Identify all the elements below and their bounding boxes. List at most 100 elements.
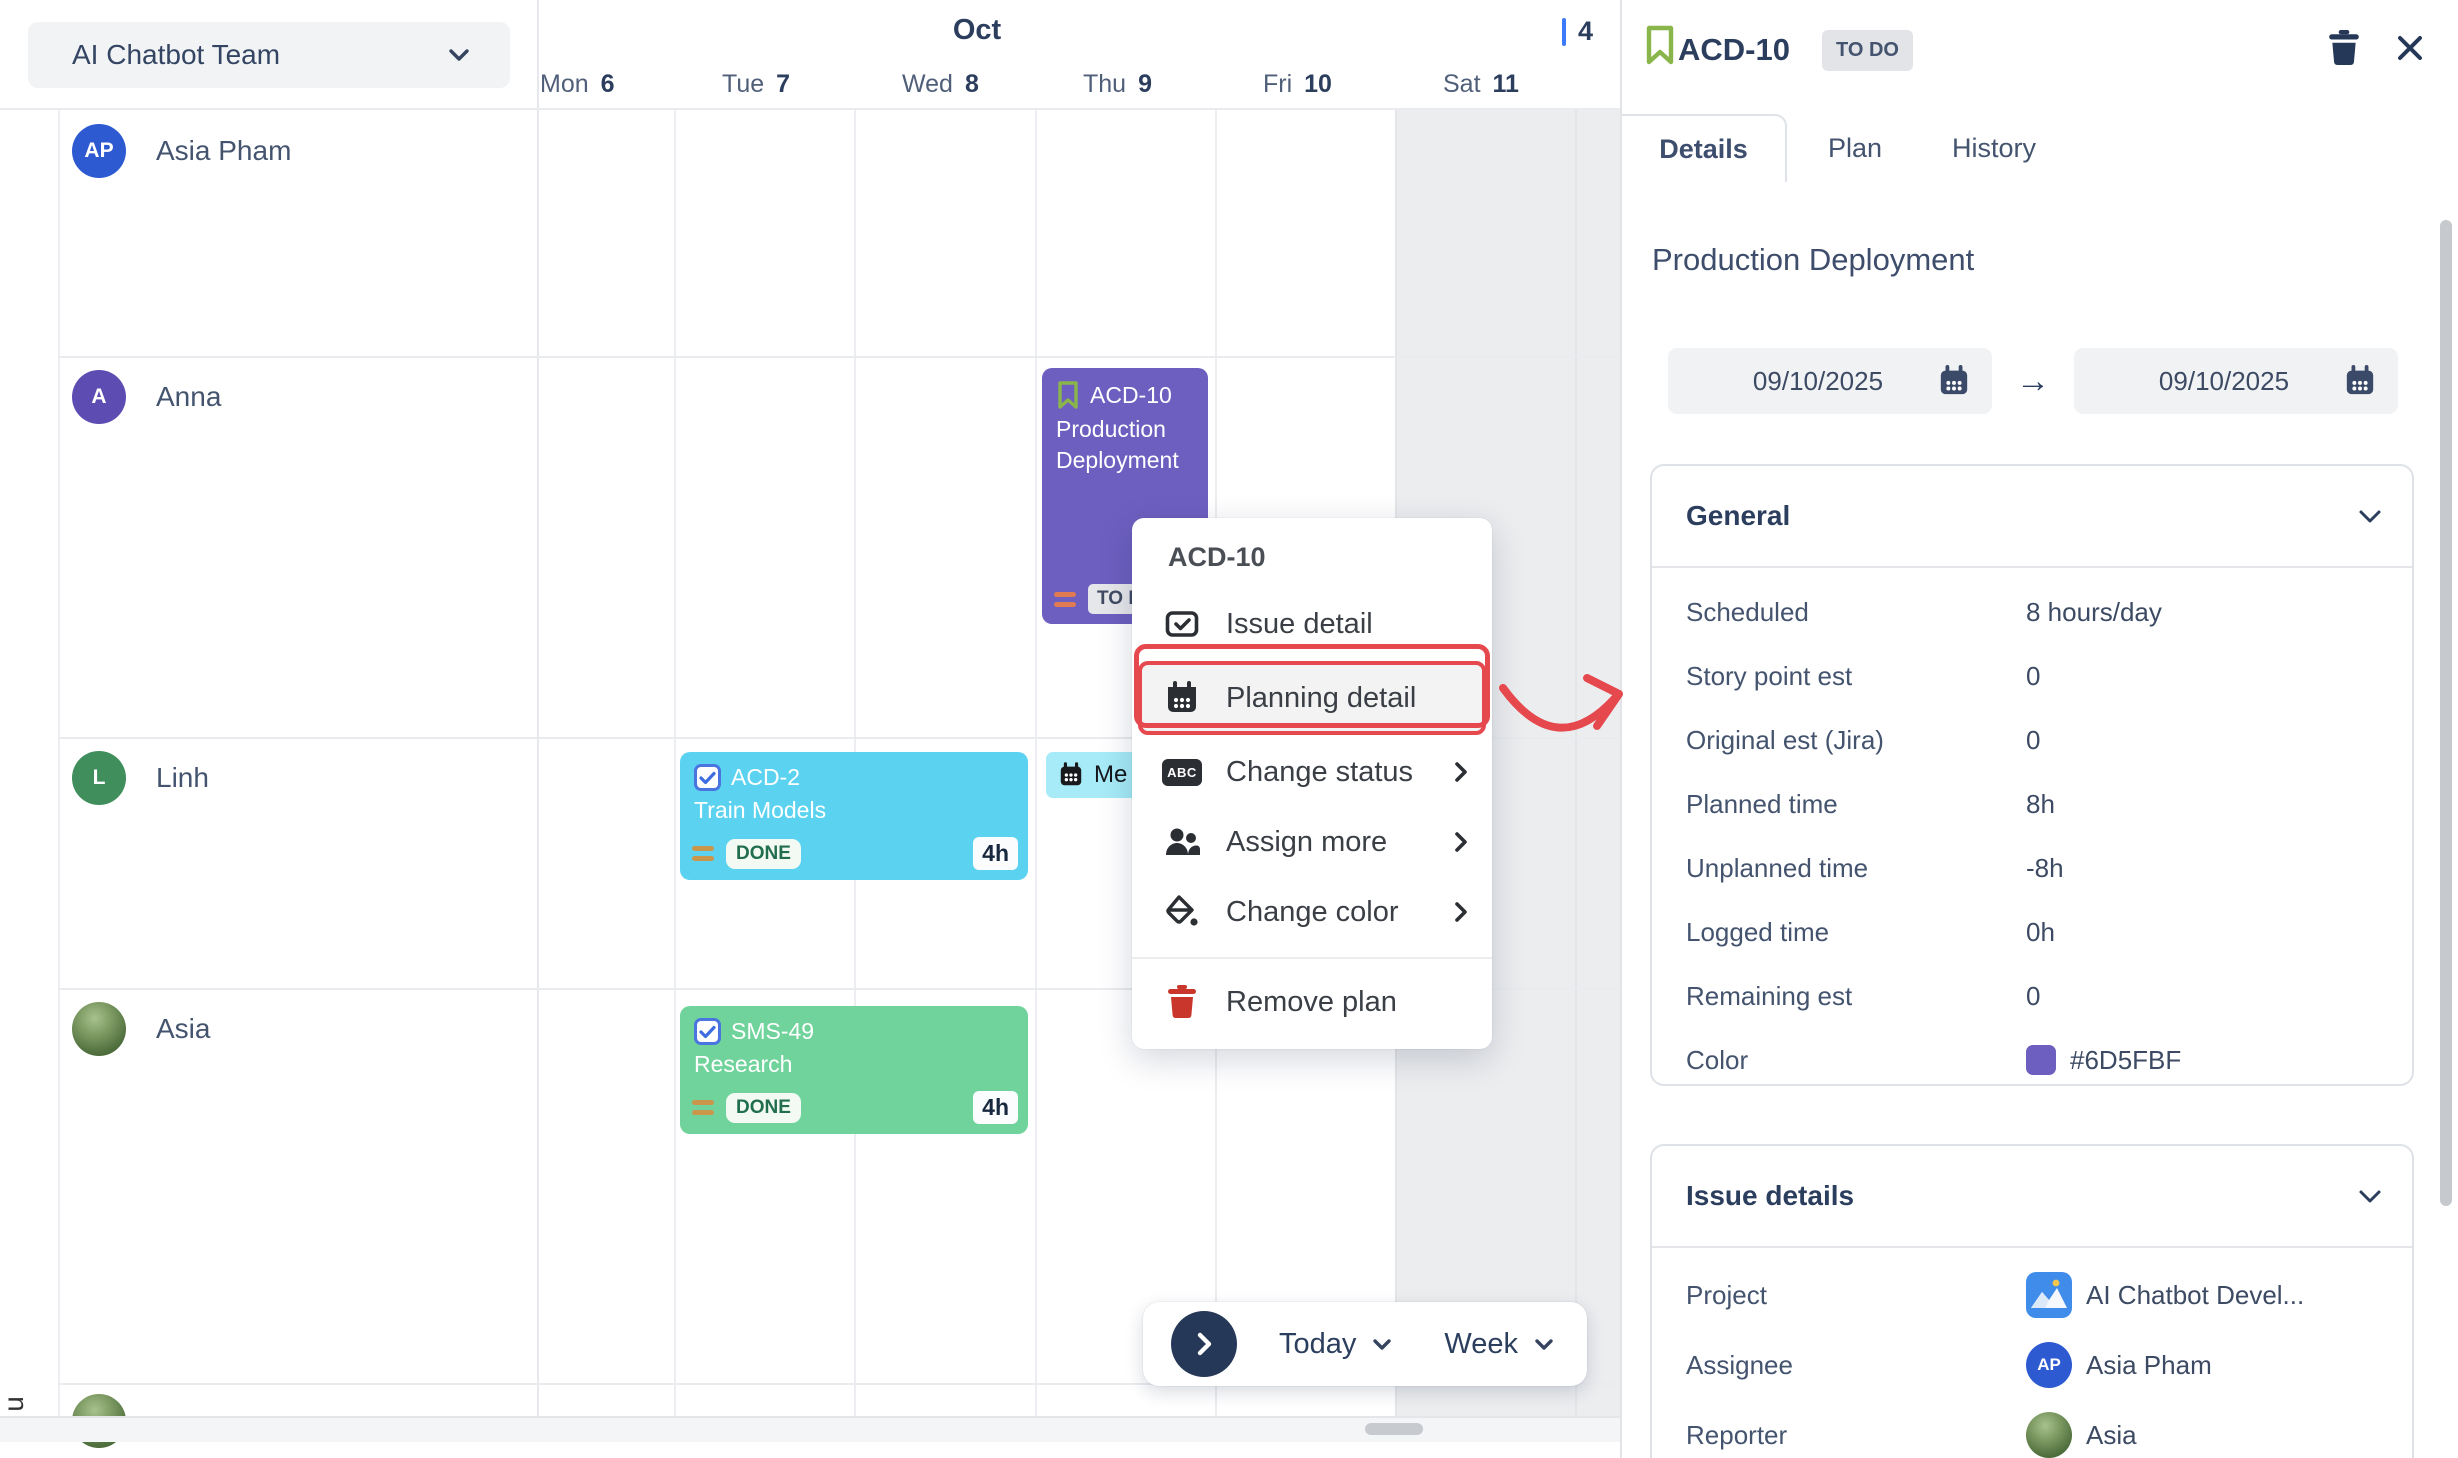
member-name: Asia Pham <box>156 135 292 166</box>
menu-item-planning-detail[interactable]: Planning detail <box>1138 661 1486 735</box>
paint-bucket-icon <box>1162 892 1202 932</box>
card-title: Research <box>694 1051 793 1077</box>
panel-header: ACD-10 TO DO <box>1622 0 2458 100</box>
day-header-sat: Sat 11 <box>1443 70 1519 98</box>
day-header-tue: Tue 7 <box>722 70 791 98</box>
member-row-anna: A Anna <box>72 370 221 424</box>
section-general-body: Scheduled 8 hours/day Story point est 0 Or… <box>1652 568 2412 1084</box>
field-row: Story point est 0 <box>1686 660 2041 691</box>
chevron-right-icon <box>1454 831 1468 853</box>
avatar-photo <box>72 1002 126 1056</box>
issue-detail-panel: ACD-10 TO DO Details Plan History Produc… <box>1620 0 2458 1458</box>
menu-item-change-color[interactable]: Change color <box>1132 877 1492 947</box>
go-to-next-button[interactable] <box>1171 1311 1237 1377</box>
color-value: #6D5FBF <box>2070 1044 2182 1075</box>
member-name: Linh <box>156 762 209 793</box>
abc-status-icon: ABC <box>1162 752 1202 792</box>
bookmark-icon <box>1644 24 1676 66</box>
member-row-asia-pham: AP Asia Pham <box>72 124 291 178</box>
calendar-icon <box>1058 762 1084 788</box>
chevron-down-icon <box>448 48 470 62</box>
unscheduled-rail-label: u <box>0 1396 29 1412</box>
task-check-icon <box>694 1018 721 1045</box>
tab-history[interactable]: History <box>1952 132 2037 163</box>
section-general: General Scheduled 8 hours/day Story point… <box>1650 464 2414 1086</box>
panel-vertical-scrollbar[interactable] <box>2440 220 2452 1206</box>
calendar-icon <box>2344 364 2376 398</box>
header-divider <box>0 108 1620 110</box>
hours-badge: 4h <box>973 837 1018 870</box>
status-badge: DONE <box>726 1092 801 1123</box>
field-row: Scheduled 8 hours/day <box>1686 596 2162 627</box>
menu-item-change-status[interactable]: ABC Change status <box>1132 737 1492 807</box>
calendar-nav-toolbar: Today Week <box>1143 1302 1587 1386</box>
field-row: Unplanned time -8h <box>1686 852 2064 883</box>
field-row-project: Project AI Chatbot Devel... <box>1652 1260 2412 1330</box>
avatar: AP <box>72 124 126 178</box>
panel-tabs: Details Plan History <box>1622 114 2458 182</box>
tab-plan[interactable]: Plan <box>1828 132 1883 163</box>
card-title: Train Models <box>694 797 827 823</box>
day-header-mon: Mon 6 <box>540 70 615 98</box>
section-issue-details-header[interactable]: Issue details <box>1652 1146 2412 1248</box>
card-title: Production Deployment <box>1056 416 1179 473</box>
delete-plan-button[interactable] <box>2322 26 2366 70</box>
row-divider <box>58 737 1620 739</box>
panel-issue-key: ACD-10 <box>1678 32 1790 67</box>
planning-detail-calendar-icon <box>1162 678 1202 718</box>
chevron-right-icon <box>1454 901 1468 923</box>
field-row-color: Color #6D5FBF <box>1686 1044 2182 1075</box>
close-panel-button[interactable] <box>2388 26 2432 70</box>
start-date-input[interactable]: 09/10/2025 <box>1668 348 1992 414</box>
event-label: Me <box>1094 761 1128 788</box>
horizontal-scrollbar-track[interactable] <box>0 1416 1620 1442</box>
card-key: ACD-10 <box>1090 381 1172 408</box>
menu-divider <box>1132 957 1492 959</box>
task-check-icon <box>694 764 721 791</box>
avatar: A <box>72 370 126 424</box>
today-selector[interactable]: Today <box>1279 1328 1392 1361</box>
end-date-input[interactable]: 09/10/2025 <box>2074 348 2398 414</box>
card-key: ACD-2 <box>731 764 801 790</box>
horizontal-scrollbar-thumb[interactable] <box>1365 1423 1423 1435</box>
member-row-linh: L Linh <box>72 751 209 805</box>
status-badge: DONE <box>726 838 801 869</box>
avatar: L <box>72 751 126 805</box>
team-selector[interactable]: AI Chatbot Team <box>28 22 510 88</box>
day-header-wed: Wed 8 <box>902 70 979 98</box>
priority-medium-icon <box>1054 591 1076 607</box>
hours-badge: 4h <box>973 1091 1018 1124</box>
menu-item-issue-detail[interactable]: Issue detail <box>1132 589 1492 659</box>
issue-title: Production Deployment <box>1652 242 1975 277</box>
member-name: Asia <box>156 1013 211 1044</box>
row-divider <box>58 356 1620 358</box>
field-row: Planned time 8h <box>1686 788 2055 819</box>
task-card-acd2[interactable]: ACD-2 Train Models DONE 4h <box>680 752 1028 880</box>
assignee-avatar: AP <box>2026 1342 2072 1388</box>
range-selector-week[interactable]: Week <box>1444 1328 1554 1361</box>
issue-detail-icon <box>1162 604 1202 644</box>
chevron-down-icon <box>2358 1189 2382 1204</box>
section-general-header[interactable]: General <box>1652 466 2412 568</box>
grid-line <box>674 108 676 1416</box>
calendar-icon <box>1938 364 1970 398</box>
chevron-right-icon <box>1454 761 1468 783</box>
grid-line <box>1575 108 1577 1416</box>
task-card-sms49[interactable]: SMS-49 Research DONE 4h <box>680 1006 1028 1134</box>
chevron-down-icon <box>2358 509 2382 524</box>
menu-item-remove-plan[interactable]: Remove plan <box>1132 967 1492 1037</box>
context-menu-header: ACD-10 <box>1168 542 1266 572</box>
team-selector-label: AI Chatbot Team <box>72 39 281 70</box>
panel-status-badge: TO DO <box>1822 30 1913 71</box>
month-label: Oct <box>952 14 1002 46</box>
field-row: Original est (Jira) 0 <box>1686 724 2041 755</box>
bookmark-icon <box>1056 380 1080 410</box>
plan-date-range: 09/10/2025 → 09/10/2025 <box>1668 348 2398 414</box>
people-icon <box>1162 822 1202 862</box>
rail-divider <box>58 108 60 1416</box>
menu-item-assign-more[interactable]: Assign more <box>1132 807 1492 877</box>
member-name: Anna <box>156 381 222 412</box>
tab-details[interactable]: Details <box>1622 114 1787 182</box>
day-header-thu: Thu 9 <box>1083 70 1152 98</box>
